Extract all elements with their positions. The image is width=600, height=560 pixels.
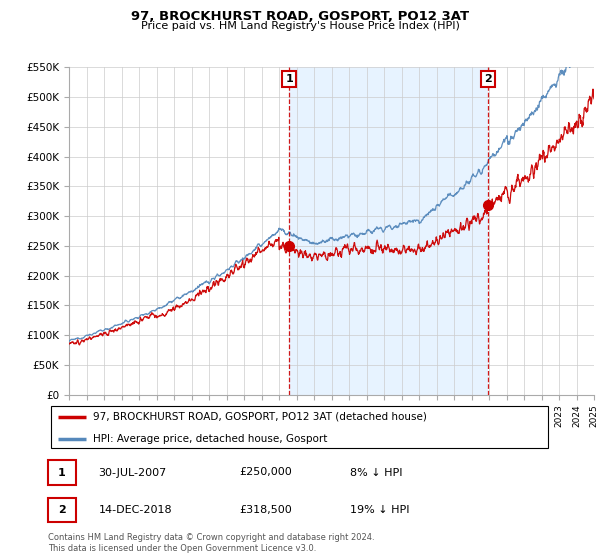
Text: 19% ↓ HPI: 19% ↓ HPI [350,505,410,515]
Text: 1: 1 [285,74,293,84]
Text: 97, BROCKHURST ROAD, GOSPORT, PO12 3AT (detached house): 97, BROCKHURST ROAD, GOSPORT, PO12 3AT (… [94,412,427,422]
Bar [289,67,488,395]
Text: 30-JUL-2007: 30-JUL-2007 [98,468,167,478]
Text: £318,500: £318,500 [239,505,292,515]
Text: 1: 1 [58,468,66,478]
Text: 2: 2 [484,74,492,84]
Text: 97, BROCKHURST ROAD, GOSPORT, PO12 3AT: 97, BROCKHURST ROAD, GOSPORT, PO12 3AT [131,10,469,23]
Text: 8% ↓ HPI: 8% ↓ HPI [350,468,403,478]
FancyBboxPatch shape [48,460,76,484]
Text: 14-DEC-2018: 14-DEC-2018 [98,505,172,515]
Text: £250,000: £250,000 [239,468,292,478]
Text: HPI: Average price, detached house, Gosport: HPI: Average price, detached house, Gosp… [94,434,328,444]
FancyBboxPatch shape [48,498,76,522]
Text: Contains HM Land Registry data © Crown copyright and database right 2024.
This d: Contains HM Land Registry data © Crown c… [48,533,374,553]
Text: Price paid vs. HM Land Registry's House Price Index (HPI): Price paid vs. HM Land Registry's House … [140,21,460,31]
FancyBboxPatch shape [50,405,548,449]
Text: 2: 2 [58,505,66,515]
